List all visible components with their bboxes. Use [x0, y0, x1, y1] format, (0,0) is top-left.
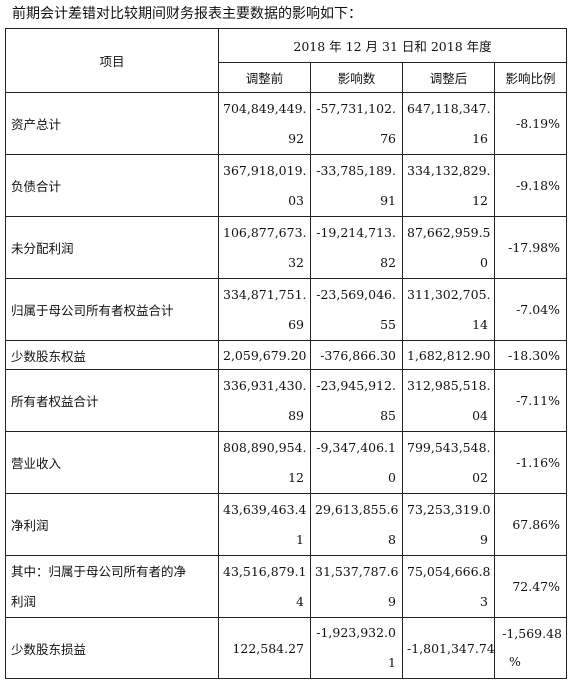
row-before: 334,871,751. 69	[218, 278, 311, 341]
row-before: 704,849,449. 92	[218, 92, 311, 155]
row-ratio: -1,569.48%	[494, 617, 567, 679]
row-before: 2,059,679.20	[218, 340, 311, 370]
row-after: 75,054,666.8 3	[402, 555, 495, 618]
row-impact: 29,613,855.6 8	[310, 493, 403, 556]
header-ratio: 影响比例	[494, 62, 567, 93]
financial-impact-table: 项目 2018 年 12 月 31 日和 2018 年度 调整前 影响数 调整后…	[5, 28, 567, 679]
row-label: 其中：归属于母公司所有者的净 利润	[5, 555, 219, 618]
row-label: 少数股东损益	[5, 617, 219, 679]
row-label: 未分配利润	[5, 216, 219, 279]
row-after: 1,682,812.90	[402, 340, 495, 370]
row-after: 73,253,319.0 9	[402, 493, 495, 556]
row-impact: -19,214,713. 82	[310, 216, 403, 279]
row-ratio: -18.30%	[494, 340, 567, 370]
row-impact: -33,785,189. 91	[310, 154, 403, 217]
row-impact: -376,866.30	[310, 340, 403, 370]
row-label: 所有者权益合计	[5, 369, 219, 432]
intro-text: 前期会计差错对比较期间财务报表主要数据的影响如下：	[12, 6, 362, 22]
header-impact: 影响数	[310, 62, 403, 93]
row-ratio: -9.18%	[494, 154, 567, 217]
row-before: 367,918,019. 03	[218, 154, 311, 217]
row-impact: -1,923,932.0 1	[310, 617, 403, 679]
row-label: 归属于母公司所有者权益合计	[5, 278, 219, 341]
header-after: 调整后	[402, 62, 495, 93]
row-before: 43,639,463.4 1	[218, 493, 311, 556]
row-impact: 31,537,787.6 9	[310, 555, 403, 618]
row-ratio: -1.16%	[494, 431, 567, 494]
table-row: 所有者权益合计 336,931,430. 89 -23,945,912. 85 31…	[5, 369, 567, 432]
row-impact: -23,945,912. 85	[310, 369, 403, 432]
row-ratio: -7.04%	[494, 278, 567, 341]
row-label: 负债合计	[5, 154, 219, 217]
table-row: 未分配利润 106,877,673. 32 -19,214,713. 82 87,6…	[5, 216, 567, 279]
table-row: 其中：归属于母公司所有者的净 利润 43,516,879.1 4 31,537,78…	[5, 555, 567, 618]
row-after: 312,985,518. 04	[402, 369, 495, 432]
row-impact: -23,569,046. 55	[310, 278, 403, 341]
header-before: 调整前	[218, 62, 311, 93]
row-after: 647,118,347. 16	[402, 92, 495, 155]
table-row: 净利润 43,639,463.4 1 29,613,855.6 8 73,253,3…	[5, 493, 567, 556]
row-after: 334,132,829. 12	[402, 154, 495, 217]
row-label: 资产总计	[5, 92, 219, 155]
row-after: -1,801,347.74	[402, 617, 495, 679]
row-before: 122,584.27	[218, 617, 311, 679]
row-before: 336,931,430. 89	[218, 369, 311, 432]
row-before: 43,516,879.1 4	[218, 555, 311, 618]
header-period: 2018 年 12 月 31 日和 2018 年度	[218, 28, 567, 63]
table-row: 少数股东权益 2,059,679.20 -376,866.30 1,682,81…	[5, 340, 567, 370]
row-ratio: 67.86%	[494, 493, 567, 556]
header-item: 项目	[5, 28, 219, 93]
row-ratio: -17.98%	[494, 216, 567, 279]
row-before: 808,890,954. 12	[218, 431, 311, 494]
table-row: 归属于母公司所有者权益合计 334,871,751. 69 -23,569,046…	[5, 278, 567, 341]
row-after: 311,302,705. 14	[402, 278, 495, 341]
row-label: 净利润	[5, 493, 219, 556]
table-row: 少数股东损益 122,584.27 -1,923,932.0 1 -1,801,3…	[5, 617, 567, 679]
row-impact: -57,731,102. 76	[310, 92, 403, 155]
table-row: 营业收入 808,890,954. 12 -9,347,406.1 0 799,54…	[5, 431, 567, 494]
row-ratio: -7.11%	[494, 369, 567, 432]
row-after: 799,543,548. 02	[402, 431, 495, 494]
row-before: 106,877,673. 32	[218, 216, 311, 279]
row-ratio: -8.19%	[494, 92, 567, 155]
table-row: 资产总计 704,849,449. 92 -57,731,102. 76 647,1…	[5, 92, 567, 155]
table-row: 负债合计 367,918,019. 03 -33,785,189. 91 334,1…	[5, 154, 567, 217]
row-ratio: 72.47%	[494, 555, 567, 618]
row-after: 87,662,959.5 0	[402, 216, 495, 279]
row-label: 少数股东权益	[5, 340, 219, 370]
row-label: 营业收入	[5, 431, 219, 494]
row-impact: -9,347,406.1 0	[310, 431, 403, 494]
